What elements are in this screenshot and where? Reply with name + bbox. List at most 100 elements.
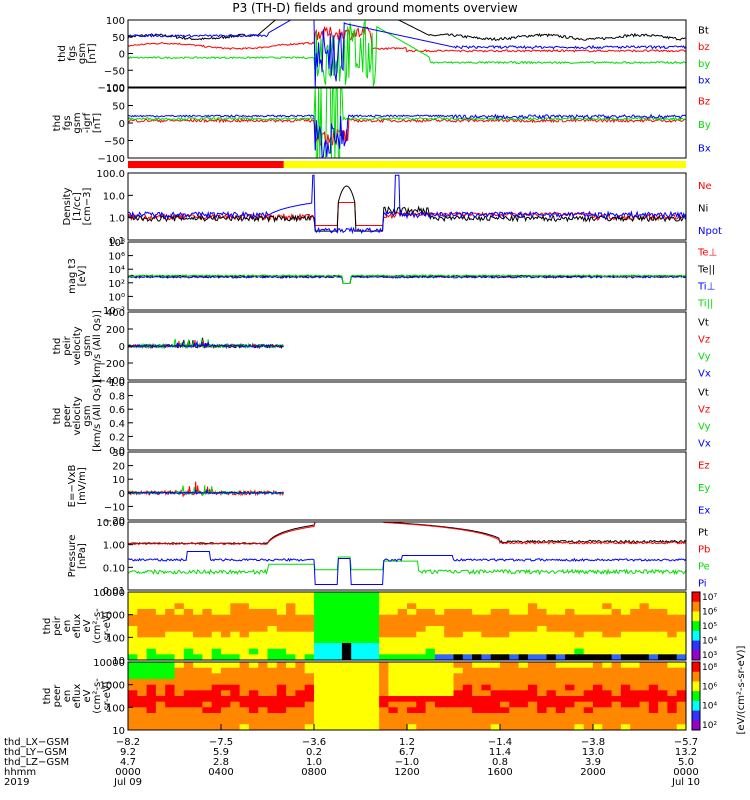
spectrogram-peer-cell [230,662,241,669]
spectrogram-peir-cell [286,609,296,616]
spectrogram-peer-cell [434,673,445,680]
spectrogram-peer-cell [137,662,148,669]
spectrogram-peir-cell [397,609,408,616]
spectrogram-peer-cell [193,701,203,708]
xtick-label: 13.0 [582,747,604,758]
spectrogram-peir-cell [565,620,575,627]
spectrogram-peer-cell [509,690,520,697]
spectrogram-peer-cell [546,662,557,669]
spectrogram-peir-cell [341,626,352,633]
spectrogram-peir-cell [267,620,278,627]
spectrogram-peir-cell [481,614,492,621]
spectrogram-peir-cell [258,643,268,650]
spectrogram-peir-cell [221,648,231,655]
spectrogram-peer-cell [128,701,138,708]
spectrogram-peir-cell [221,631,231,638]
spectrogram-peir-cell [137,648,148,655]
spectrogram-peir-cell [369,620,380,627]
spectrogram-peer-cell [658,707,668,714]
spectrogram-peer-cell [369,673,380,680]
spectrogram-peir-cell [555,603,566,610]
spectrogram-peir-cell [267,609,278,616]
spectrogram-peir-cell [630,592,640,599]
legend-peir-velocity-Vt: Vt [698,318,709,329]
ytick-label-peer-eflux: 100 [106,703,125,714]
spectrogram-peer-cell [676,673,687,680]
spectrogram-peer-cell [620,724,631,731]
spectrogram-peir-cell [332,654,343,661]
spectrogram-peir-cell [369,643,380,650]
ytick-label-pressure: 0.01 [103,586,125,597]
spectrogram-peir-cell [360,592,371,599]
spectrogram-peer-cell [546,684,557,691]
spectrogram-peer-cell [500,701,510,708]
spectrogram-peer-cell [453,713,464,720]
series-pt [127,521,687,545]
spectrogram-peer-cell [332,662,343,669]
spectrogram-peir-cell [295,626,306,633]
xtick-label: −8.2 [116,737,140,748]
spectrogram-peer-cell [453,684,464,691]
spectrogram-peer-cell [146,724,157,731]
spectrogram-peer-cell [221,679,231,686]
spectrogram-peir-cell [155,620,166,627]
spectrogram-peir-cell [416,631,427,638]
spectrogram-peer-cell [165,696,175,703]
spectrogram-peer-cell [658,684,668,691]
spectrogram-peir-cell [258,592,268,599]
spectrogram-peer-cell [658,718,668,725]
spectrogram-peir-cell [146,648,157,655]
spectrogram-peer-cell [276,707,287,714]
ytick-label-fgs-gsm: 50 [112,33,125,44]
spectrogram-peer-cell [267,679,278,686]
spectrogram-peer-cell [407,662,417,669]
spectrogram-peer-cell [425,713,436,720]
spectrogram-peir-cell [276,592,287,599]
spectrogram-peer-cell [639,690,650,697]
spectrogram-peer-cell [667,724,678,731]
spectrogram-peir-cell [360,597,371,604]
spectrogram-peir-cell [193,626,203,633]
spectrogram-peir-cell [434,609,445,616]
spectrogram-peir-cell [481,603,492,610]
spectrogram-peir-cell [128,637,138,644]
spectrogram-peer-cell [518,696,529,703]
spectrogram-peir-cell [230,631,241,638]
spectrogram-peer-cell [230,707,241,714]
spectrogram-peir-cell [658,597,668,604]
spectrogram-peer-cell [444,667,454,674]
legend-temperature-Te⊥: Te⊥ [697,248,717,259]
spectrogram-peer-cell [295,724,306,731]
spectrogram-peir-cell [537,637,547,644]
spectrogram-peir-cell [351,631,361,638]
spectrogram-peir-cell [388,620,399,627]
spectrogram-peir-cell [276,609,287,616]
ytick-label-peer-velocity: 0.0 [109,446,125,457]
spectrogram-peer-cell [146,713,157,720]
spectrogram-peer-cell [602,718,613,725]
spectrogram-peir-cell [351,597,361,604]
spectrogram-peir-cell [611,603,622,610]
spectrogram-peer-cell [555,718,566,725]
spectrogram-peir-cell [258,609,268,616]
spectrogram-peer-cell [397,662,408,669]
spectrogram-peer-cell [444,713,454,720]
spectrogram-peer-cell [174,696,185,703]
spectrogram-peir-cell [341,609,352,616]
spectrogram-peir-cell [202,620,213,627]
spectrogram-peer-cell [304,662,315,669]
colorbar-peer-segment [692,700,700,712]
spectrogram-peer-cell [462,690,473,697]
spectrogram-peir-cell [369,637,380,644]
spectrogram-peir-cell [397,620,408,627]
spectrogram-peir-cell [611,626,622,633]
spectrogram-peer-cell [611,684,622,691]
spectrogram-peer-cell [583,701,594,708]
spectrogram-peir-cell [286,631,296,638]
spectrogram-peir-cell [583,626,594,633]
spectrogram-peir-cell [490,626,501,633]
colorbar-peer-segment [692,671,700,682]
spectrogram-peir-cell [165,648,175,655]
spectrogram-peir-cell [193,597,203,604]
spectrogram-peer-cell [509,696,520,703]
